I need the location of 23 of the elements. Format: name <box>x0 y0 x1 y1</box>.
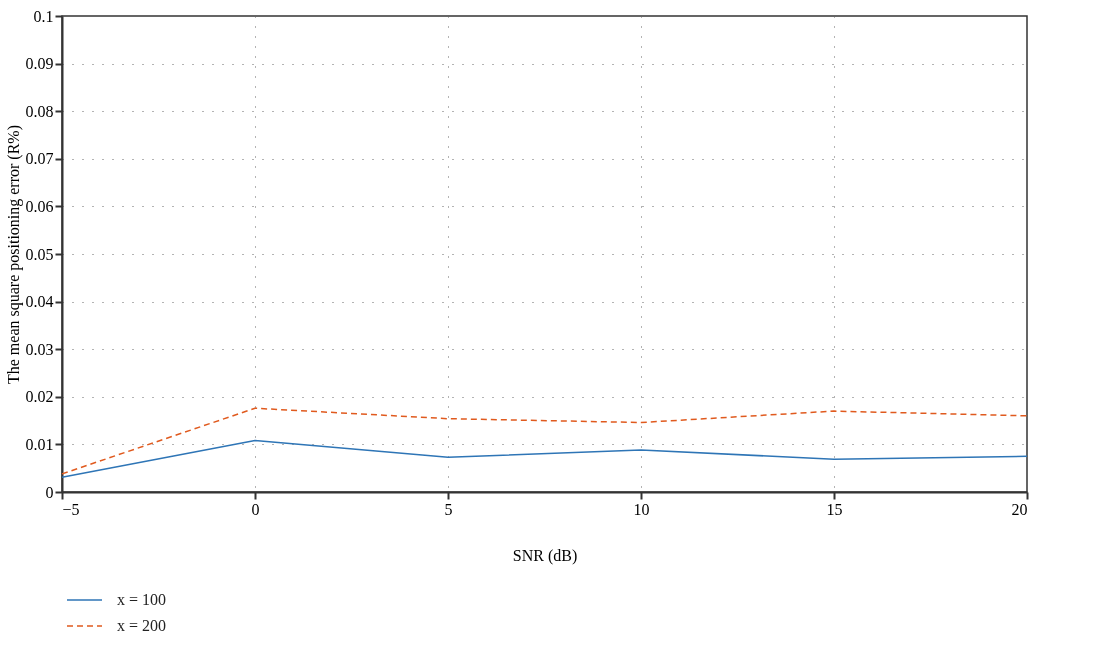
x-tick-label: 5 <box>444 500 453 518</box>
y-tick-label: 0.08 <box>25 102 54 120</box>
x-tick-label: 0 <box>251 500 260 518</box>
x-tick-label: 15 <box>826 500 843 518</box>
y-tick-label: 0.07 <box>25 150 54 168</box>
y-tick-label: 0.1 <box>33 7 54 25</box>
legend-label: x = 100 <box>117 591 167 608</box>
y-tick-label: 0.02 <box>25 388 54 406</box>
line-series <box>61 439 1028 478</box>
y-tick-label: 0.06 <box>25 197 54 215</box>
x-tick-label: −5 <box>62 500 80 518</box>
y-tick-label: 0.03 <box>25 340 54 358</box>
y-tick-label: 0.01 <box>25 435 54 453</box>
y-tick-label: 0.05 <box>25 245 54 263</box>
x-tick-label: 10 <box>633 500 650 518</box>
x-tick-label: 20 <box>1011 500 1028 518</box>
y-axis-title: The mean square positioning error (R%) <box>4 124 23 385</box>
y-tick-label: 0 <box>45 483 54 501</box>
legend-label: x = 200 <box>117 617 167 634</box>
line-series <box>61 407 1028 475</box>
x-axis-title: SNR (dB) <box>512 546 578 565</box>
y-tick-label: 0.04 <box>25 293 54 311</box>
y-tick-label: 0.09 <box>25 55 54 73</box>
